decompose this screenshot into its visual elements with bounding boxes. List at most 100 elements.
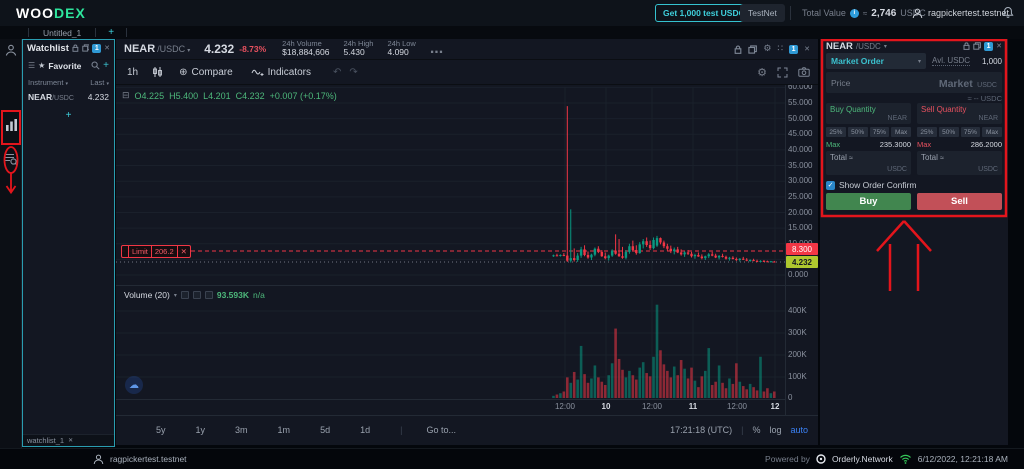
chart-rail-icon[interactable] (0, 118, 22, 132)
volume-axis-label: 300K (788, 328, 807, 337)
woodex-logo[interactable]: WOODEX (16, 5, 86, 21)
add-workspace-tab-button[interactable]: + (108, 27, 115, 38)
col-instrument[interactable]: Instrument ▾ (28, 78, 69, 87)
cloud-publish-button[interactable]: ☁ (125, 376, 143, 394)
close-tab-icon[interactable]: ✕ (68, 437, 74, 444)
price-input[interactable]: Price Market USDC (826, 72, 1002, 93)
symbol-selector[interactable]: NEAR /USDC ▾ (124, 43, 191, 55)
orderly-brand[interactable]: Orderly.Network (831, 454, 893, 464)
sell-pct-50-button[interactable]: 50% (938, 127, 959, 137)
col-last[interactable]: Last ▾ (90, 78, 109, 87)
range-5d-button[interactable]: 5d (320, 424, 331, 435)
range-1d-button[interactable]: 1d (360, 424, 371, 435)
indicators-button[interactable]: Indicators (267, 66, 312, 78)
link-group-badge[interactable]: 1 (92, 43, 102, 53)
clone-panel-icon[interactable] (81, 44, 90, 52)
chart-settings-gear-icon[interactable]: ⚙ (757, 65, 767, 79)
watchlist-row-near[interactable]: NEAR/USDC 4.232 (28, 92, 109, 102)
sell-percent-row: 25% 50% 75% Max (917, 127, 1002, 137)
order-type-select[interactable]: Market Order ▾ (826, 53, 926, 69)
collapse-legend-icon[interactable]: ⊟ (122, 91, 130, 101)
limit-order-chip[interactable]: Limit 206.2 ✕ (121, 245, 191, 258)
camera-snapshot-icon[interactable] (798, 67, 810, 77)
sell-pct-75-button[interactable]: 75% (960, 127, 981, 137)
search-icon[interactable] (91, 61, 100, 70)
notifications-bell-icon[interactable] (1002, 6, 1014, 19)
get-test-usdc-button[interactable]: Get 1,000 test USDC (655, 4, 753, 22)
time-axis[interactable] (116, 399, 785, 415)
goto-date-button[interactable]: Go to... (426, 424, 456, 435)
range-3m-button[interactable]: 3m (235, 424, 248, 435)
interval-button[interactable]: 1h (127, 66, 139, 78)
compare-button[interactable]: Compare (191, 66, 233, 78)
footer-account[interactable]: ragpickertest.testnet (93, 454, 187, 465)
candle-style-icon[interactable] (152, 66, 163, 78)
show-order-confirm-checkbox[interactable]: ✓ (826, 180, 835, 190)
close-panel-icon[interactable]: ✕ (996, 41, 1002, 50)
gear-icon[interactable]: ⚙ (763, 43, 772, 54)
link-group-badge[interactable]: 1 (789, 44, 799, 54)
volume-settings-icon[interactable] (192, 291, 201, 299)
redo-icon[interactable]: ↷ (349, 66, 358, 78)
link-group-badge[interactable]: 1 (984, 41, 994, 51)
close-chart-icon[interactable]: ✕ (804, 44, 810, 53)
clone-panel-icon[interactable] (973, 42, 982, 50)
buy-quantity-input[interactable]: Buy Quantity NEAR (826, 103, 911, 124)
sell-total-input[interactable]: Total ≈ USDC (917, 151, 1002, 175)
buy-pct-max-button[interactable]: Max (891, 127, 911, 137)
menu-icon[interactable]: ☰ (28, 61, 36, 70)
favorite-label[interactable]: Favorite (48, 60, 82, 71)
buy-pct-75-button[interactable]: 75% (869, 127, 890, 137)
range-1m-button[interactable]: 1m (277, 424, 291, 435)
lock-icon[interactable] (963, 42, 970, 50)
lock-icon[interactable] (72, 44, 79, 52)
volume-eye-icon[interactable] (180, 291, 189, 299)
cancel-limit-icon[interactable]: ✕ (180, 247, 187, 256)
account-menu[interactable]: ragpickertest.testnet (912, 0, 1009, 26)
undo-icon[interactable]: ↶ (333, 66, 342, 78)
info-icon[interactable]: i (849, 8, 859, 18)
screener-list-icon[interactable] (0, 152, 22, 167)
sell-pct-25-button[interactable]: 25% (917, 127, 937, 137)
clock-utc[interactable]: 17:21:18 (UTC) (670, 424, 733, 435)
buy-pct-50-button[interactable]: 50% (847, 127, 868, 137)
sell-button[interactable]: Sell (917, 193, 1002, 210)
more-stats-button[interactable]: ... (429, 40, 444, 57)
grid-layout-icon[interactable]: ∷ (777, 43, 784, 54)
sell-pct-max-button[interactable]: Max (982, 127, 1002, 137)
account-rail-icon[interactable] (0, 44, 22, 57)
volume-remove-icon[interactable] (204, 291, 213, 299)
buy-button[interactable]: Buy (826, 193, 911, 210)
price-axis-separator[interactable] (785, 39, 786, 415)
last-price-axis-tag: 4.232 (786, 256, 818, 268)
chevron-down-icon[interactable]: ▾ (883, 42, 887, 50)
auto-scale-button[interactable]: auto (790, 424, 808, 435)
add-symbol-icon[interactable]: + (103, 60, 109, 71)
testnet-button[interactable]: TestNet (740, 4, 785, 22)
watchlist-add-row-button[interactable]: + (65, 110, 72, 121)
price-approx: ≈ -- USDC (967, 94, 1002, 103)
sell-quantity-input[interactable]: Sell Quantity NEAR (917, 103, 1002, 124)
lock-icon[interactable] (734, 45, 742, 54)
close-watchlist-icon[interactable]: ✕ (104, 43, 110, 52)
buy-pct-25-button[interactable]: 25% (826, 127, 846, 137)
volume-value: 93.593K (216, 290, 249, 300)
volume-indicator-header: Volume (20) ▾ 93.593K n/a (124, 290, 265, 300)
buy-total-input[interactable]: Total ≈ USDC (826, 151, 911, 175)
range-5y-button[interactable]: 5y (156, 424, 166, 435)
chart-plot-area[interactable] (116, 39, 818, 445)
fullscreen-icon[interactable] (777, 67, 788, 78)
range-1y-button[interactable]: 1y (195, 424, 206, 435)
log-scale-button[interactable]: log (769, 424, 782, 435)
limit-price-axis-tag: 8.300 (786, 243, 818, 255)
limit-price: 206.2 (152, 246, 178, 257)
volume-label[interactable]: Volume (20) (124, 290, 170, 300)
limit-drag-handle[interactable] (122, 246, 129, 257)
percent-scale-button[interactable]: % (752, 424, 761, 435)
watchlist-footer-tab[interactable]: watchlist_1 ✕ (23, 434, 114, 446)
time-axis-label: 12:00 (554, 402, 576, 411)
time-axis-label: 12 (770, 402, 780, 411)
stat-24h-high: 24h High 5.430 (343, 38, 374, 58)
workspace-tab[interactable]: Untitled_1 (43, 27, 82, 38)
clone-panel-icon[interactable] (748, 44, 758, 54)
